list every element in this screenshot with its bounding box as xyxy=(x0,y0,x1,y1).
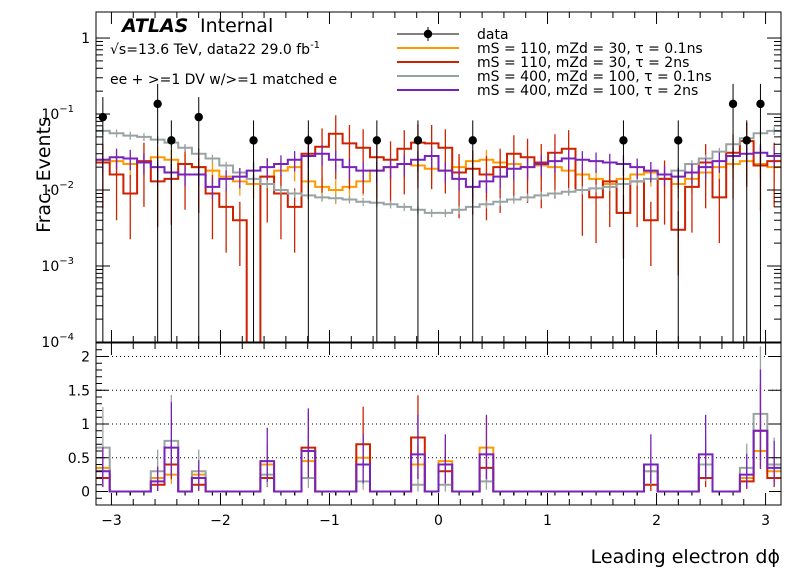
ratio-panel: 0 0.5 1 1.5 2 −3 −2 −1 0 1 2 3 xyxy=(68,342,782,529)
data-point xyxy=(468,136,477,145)
legend-data-label: data xyxy=(477,27,509,43)
legend-series-3-label: mS = 400, mZd = 100, τ = 0.1ns xyxy=(477,69,712,85)
legend-data-marker xyxy=(423,29,433,39)
x-axis-title: Leading electron dϕ xyxy=(591,546,780,568)
x-tick-label: −3 xyxy=(101,513,122,529)
data-point xyxy=(742,136,751,145)
x-tick-label: 2 xyxy=(652,513,661,529)
x-tick-label: −2 xyxy=(210,513,231,529)
data-point xyxy=(249,136,258,145)
data-point xyxy=(674,136,683,145)
y-tick-label: 10−2 xyxy=(41,180,74,199)
ratio-y-tick-label: 1 xyxy=(81,417,90,433)
data-point xyxy=(167,136,176,145)
ratio-y-tick-label: 2 xyxy=(81,350,90,366)
data-point xyxy=(372,136,382,145)
ratio-series-4-histogram xyxy=(96,429,781,493)
lumi-label: √s=13.6 TeV, data22 29.0 fb-1 xyxy=(110,40,320,58)
legend-series-2-label: mS = 110, mZd = 30, τ = 2ns xyxy=(477,55,689,71)
x-tick-label: −1 xyxy=(319,513,340,529)
selection-label: ee + >=1 DV w/>=1 matched e xyxy=(110,72,337,88)
y-tick-label: 10−4 xyxy=(41,332,74,351)
ratio-axes: 0 0.5 1 1.5 2 −3 −2 −1 0 1 2 3 xyxy=(68,343,781,529)
y-tick-label: 10−1 xyxy=(41,104,74,123)
data-point xyxy=(413,136,423,145)
x-tick-label: 0 xyxy=(434,513,443,529)
ratio-y-tick-label: 1.5 xyxy=(68,383,90,399)
data-point xyxy=(728,99,738,109)
x-tick-label: 1 xyxy=(543,513,552,529)
ratio-gridlines xyxy=(96,356,781,459)
internal-label: Internal xyxy=(200,15,273,37)
main-panel: 1 10−1 10−2 10−3 10−4 xyxy=(41,11,782,351)
data-point xyxy=(153,99,162,109)
y-tick-label: 1 xyxy=(81,31,90,47)
ratio-y-tick-label: 0 xyxy=(81,485,90,501)
legend-series-1-label: mS = 110, mZd = 30, τ = 0.1ns xyxy=(477,41,703,57)
y-axis-title: Frac. Events xyxy=(33,117,55,233)
legend-series-4-label: mS = 400, mZd = 100, τ = 2ns xyxy=(477,83,698,99)
data-point xyxy=(304,136,313,145)
x-tick-label: 3 xyxy=(761,513,770,529)
data-point xyxy=(194,112,203,122)
atlas-label: ATLAS xyxy=(120,15,188,37)
ratio-y-tick-label: 0.5 xyxy=(68,451,90,467)
ratio-series-group xyxy=(96,346,781,496)
y-tick-label: 10−3 xyxy=(41,256,74,275)
data-point xyxy=(619,136,628,145)
data-points-group xyxy=(98,83,765,342)
main-series-group xyxy=(96,115,781,342)
data-point xyxy=(756,99,765,109)
series-4-histogram xyxy=(96,151,781,188)
main-axes: 1 10−1 10−2 10−3 10−4 xyxy=(41,12,781,351)
